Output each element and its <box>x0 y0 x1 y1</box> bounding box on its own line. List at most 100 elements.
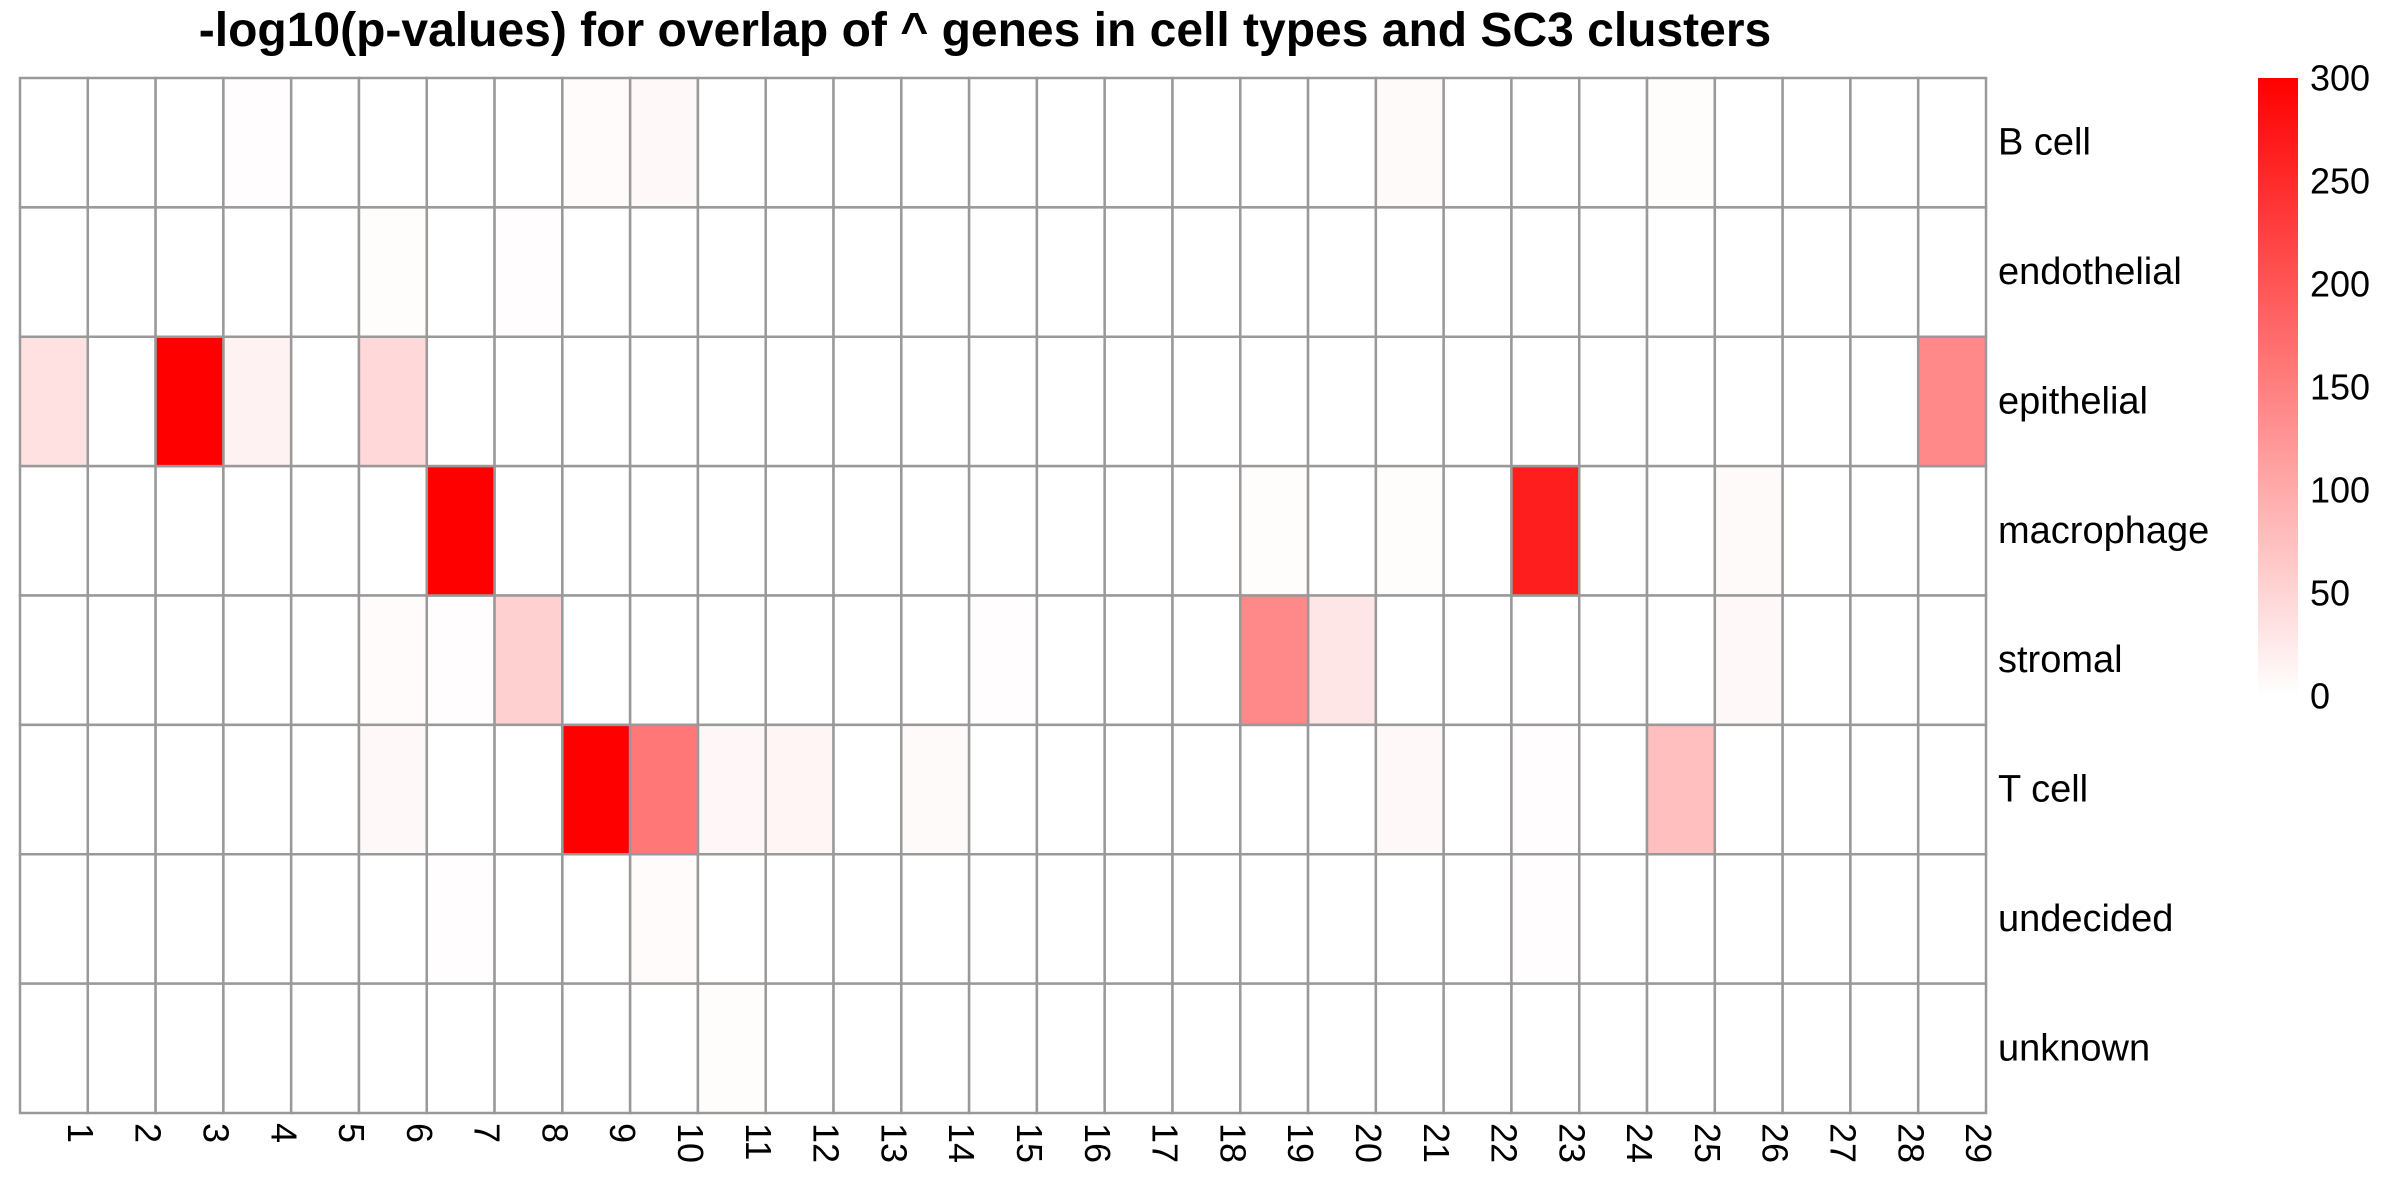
heatmap-cell <box>832 723 903 856</box>
heatmap-cell <box>425 76 496 209</box>
heatmap-cell <box>1442 982 1513 1115</box>
heatmap-cell <box>357 853 429 985</box>
heatmap-cell <box>1645 594 1717 727</box>
heatmap-cell <box>86 76 157 209</box>
heatmap-cell <box>1781 335 1852 468</box>
heatmap-cell <box>1374 76 1445 209</box>
heatmap-cell <box>696 335 767 468</box>
heatmap-cell <box>493 206 564 338</box>
heatmap-cell <box>1239 853 1310 985</box>
column-label: 24 <box>1619 1123 1660 1163</box>
heatmap-cell <box>86 594 157 727</box>
heatmap-cell <box>493 982 564 1115</box>
column-label: 17 <box>1145 1123 1186 1163</box>
chart-title: -log10(p-values) for overlap of ^ genes … <box>198 4 1772 57</box>
heatmap-cell <box>1577 982 1649 1115</box>
heatmap-cell <box>1849 723 1920 856</box>
heatmap-cell <box>764 76 835 209</box>
row-label: endothelial <box>1998 251 2182 293</box>
heatmap-cell <box>1849 853 1920 985</box>
heatmap-cell <box>1103 335 1174 468</box>
heatmap-cell <box>1239 982 1310 1115</box>
heatmap-cell <box>1239 594 1310 727</box>
heatmap-cell <box>1374 723 1445 856</box>
column-label: 18 <box>1212 1123 1253 1163</box>
heatmap-cell <box>1916 464 1988 597</box>
heatmap-cell <box>222 335 293 468</box>
heatmap-cell <box>967 206 1039 338</box>
heatmap-cell <box>1510 723 1581 856</box>
heatmap-cell <box>1239 464 1310 597</box>
column-label: 9 <box>602 1123 643 1143</box>
column-label: 8 <box>534 1123 575 1143</box>
heatmap-cell <box>1510 982 1581 1115</box>
heatmap-cell <box>764 206 835 338</box>
heatmap-cell <box>1035 464 1106 597</box>
heatmap-cell <box>832 594 903 727</box>
heatmap-cell <box>1510 206 1581 338</box>
heatmap-cell <box>561 335 632 468</box>
heatmap-cell <box>357 982 429 1115</box>
heatmap-cell <box>696 206 767 338</box>
heatmap-cell <box>1577 464 1649 597</box>
heatmap-cell <box>1645 723 1717 856</box>
heatmap-cell <box>628 335 700 468</box>
heatmap-cell <box>1035 206 1106 338</box>
heatmap-cell <box>1306 76 1378 209</box>
heatmap-cell <box>86 982 157 1115</box>
column-label: 28 <box>1890 1123 1931 1163</box>
heatmap-cell <box>1306 982 1378 1115</box>
heatmap-cell <box>1781 723 1852 856</box>
column-label: 21 <box>1416 1123 1457 1163</box>
column-label: 19 <box>1280 1123 1321 1163</box>
heatmap-cell <box>1239 335 1310 468</box>
legend-tick-label: 200 <box>2310 264 2370 305</box>
heatmap-cell <box>1035 594 1106 727</box>
heatmap-cell <box>628 853 700 985</box>
heatmap-cell <box>289 853 361 985</box>
heatmap-cell <box>1916 594 1988 727</box>
heatmap-cell <box>764 594 835 727</box>
heatmap-cell <box>1577 206 1649 338</box>
heatmap-cell <box>696 464 767 597</box>
heatmap-cell <box>967 723 1039 856</box>
heatmap-cell <box>1645 335 1717 468</box>
column-label: 3 <box>195 1123 236 1143</box>
heatmap-cell <box>1171 982 1242 1115</box>
heatmap-cell <box>1103 594 1174 727</box>
heatmap-cell <box>1781 464 1852 597</box>
heatmap-cell <box>357 335 429 468</box>
heatmap-cell <box>425 853 496 985</box>
row-label: macrophage <box>1998 510 2209 552</box>
heatmap-cell <box>154 723 225 856</box>
heatmap-cell <box>1171 594 1242 727</box>
heatmap-cell <box>1916 982 1988 1115</box>
heatmap-cell <box>493 76 564 209</box>
heatmap-cell <box>1916 723 1988 856</box>
heatmap-cell <box>18 982 90 1115</box>
heatmap-cell <box>289 335 361 468</box>
heatmap-cell <box>832 982 903 1115</box>
heatmap-cell <box>18 464 90 597</box>
heatmap-cell <box>1577 335 1649 468</box>
heatmap-cell <box>1306 853 1378 985</box>
heatmap-cell <box>561 464 632 597</box>
heatmap-cell <box>1374 464 1445 597</box>
heatmap-cell <box>1713 982 1784 1115</box>
heatmap-cell <box>18 206 90 338</box>
heatmap-cell <box>493 723 564 856</box>
column-label: 12 <box>806 1123 847 1163</box>
legend-tick-label: 300 <box>2310 58 2370 99</box>
heatmap-cell <box>1713 464 1784 597</box>
heatmap-cell <box>1645 206 1717 338</box>
heatmap-cell <box>1916 206 1988 338</box>
heatmap-cell <box>1306 335 1378 468</box>
legend-tick-label: 250 <box>2310 161 2370 202</box>
row-label: stromal <box>1998 639 2123 681</box>
heatmap-cell <box>1103 853 1174 985</box>
heatmap-cell <box>1035 335 1106 468</box>
heatmap-cell <box>493 594 564 727</box>
heatmap-cell <box>1306 206 1378 338</box>
heatmap-cell <box>832 76 903 209</box>
